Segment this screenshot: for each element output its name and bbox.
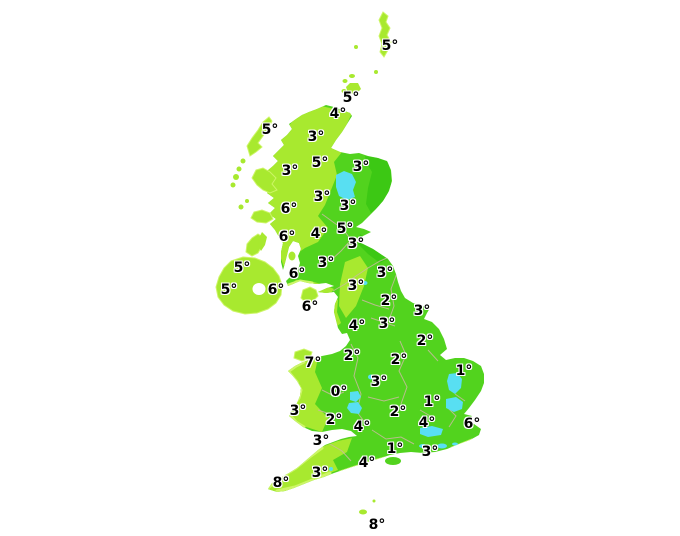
channel-island-large xyxy=(359,509,367,515)
temp-label: 5° xyxy=(381,38,399,54)
temp-label: 3° xyxy=(421,444,439,460)
lough-neagh xyxy=(252,283,266,295)
temp-label: 6° xyxy=(463,416,481,432)
temp-label: 3° xyxy=(413,303,431,319)
isle-of-man xyxy=(300,286,319,304)
temp-label: 8° xyxy=(272,475,290,491)
temp-label: 5° xyxy=(342,90,360,106)
temp-label: 6° xyxy=(301,299,319,315)
temp-label: 3° xyxy=(339,198,357,214)
shetland xyxy=(378,11,392,58)
temp-label: 5° xyxy=(261,122,279,138)
anglesey xyxy=(293,348,313,362)
temp-label: 4° xyxy=(329,106,347,122)
temp-label: 0° xyxy=(330,384,348,400)
temp-label: 3° xyxy=(347,278,365,294)
temp-label: 3° xyxy=(281,163,299,179)
temp-label: 3° xyxy=(370,374,388,390)
temp-label: 6° xyxy=(288,266,306,282)
arran xyxy=(288,251,296,261)
temp-label: 3° xyxy=(317,255,335,271)
temp-label: 2° xyxy=(390,352,408,368)
temp-label: 5° xyxy=(220,282,238,298)
temp-label: 2° xyxy=(380,293,398,309)
temp-label: 7° xyxy=(304,355,322,371)
temp-label: 4° xyxy=(358,455,376,471)
temp-label: 2° xyxy=(416,333,434,349)
northern-ireland-landmass xyxy=(215,256,283,315)
temp-label: 3° xyxy=(352,159,370,175)
islands xyxy=(230,11,401,515)
temp-label: 6° xyxy=(267,282,285,298)
temp-label: 2° xyxy=(325,412,343,428)
channel-island-small xyxy=(372,499,376,503)
temp-label: 6° xyxy=(278,229,296,245)
temp-label: 3° xyxy=(289,403,307,419)
temp-label: 2° xyxy=(343,348,361,364)
temp-label: 3° xyxy=(347,236,365,252)
temp-label: 2° xyxy=(389,404,407,420)
temp-label: 5° xyxy=(311,155,329,171)
temp-label: 5° xyxy=(233,260,251,276)
outer-hebrides xyxy=(246,116,273,157)
temp-label: 3° xyxy=(307,129,325,145)
temp-label: 3° xyxy=(312,433,330,449)
temp-label: 1° xyxy=(455,363,473,379)
temp-label: 3° xyxy=(313,189,331,205)
orkney xyxy=(341,74,361,99)
temp-label: 4° xyxy=(310,226,328,242)
temp-label: 4° xyxy=(353,419,371,435)
temp-label: 4° xyxy=(348,318,366,334)
skye xyxy=(251,167,278,194)
temp-label: 3° xyxy=(311,465,329,481)
mull xyxy=(250,209,274,224)
temp-label: 4° xyxy=(418,415,436,431)
temp-label: 8° xyxy=(368,517,386,533)
temp-label: 1° xyxy=(423,394,441,410)
temp-label: 3° xyxy=(378,316,396,332)
isle-of-wight xyxy=(385,457,401,465)
temp-label: 5° xyxy=(336,221,354,237)
temp-label: 1° xyxy=(386,441,404,457)
temp-label: 6° xyxy=(280,201,298,217)
temp-label: 3° xyxy=(376,265,394,281)
